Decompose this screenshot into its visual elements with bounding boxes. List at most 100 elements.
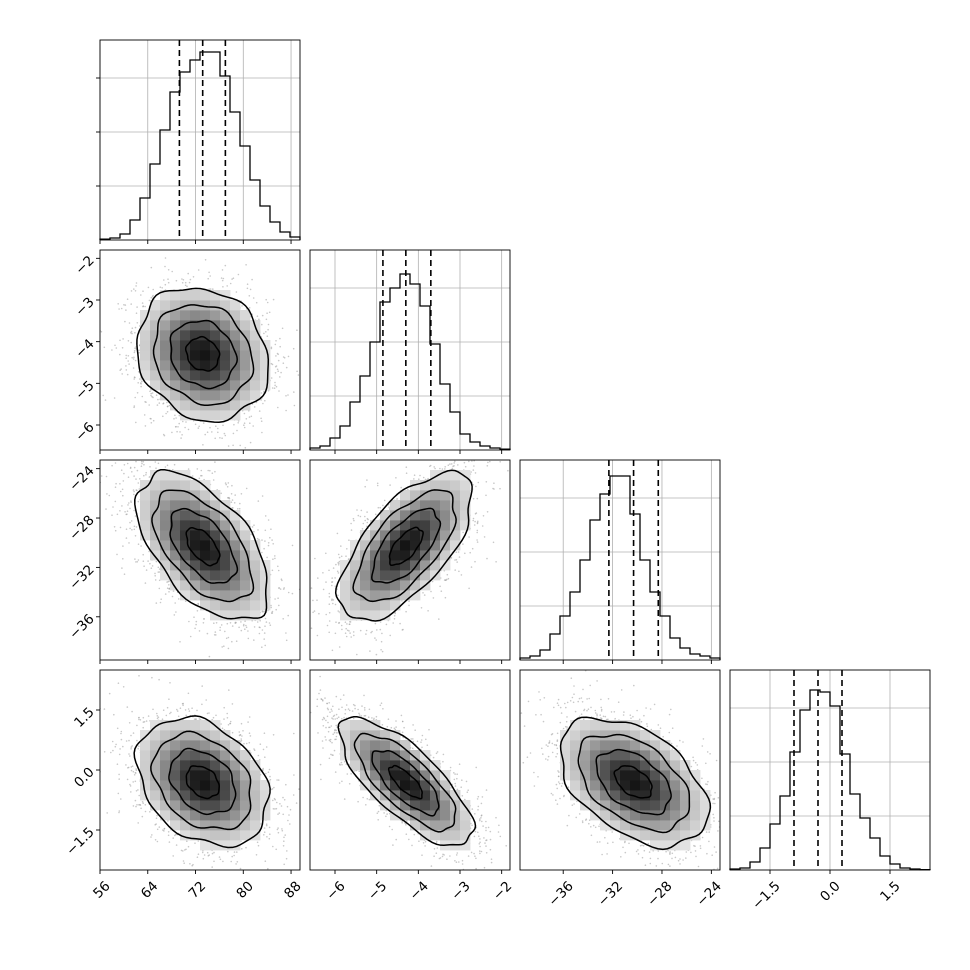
- sample-point: [267, 323, 270, 326]
- density-cell: [150, 310, 161, 321]
- sample-point: [227, 647, 230, 650]
- sample-point: [115, 347, 118, 349]
- sample-point: [118, 308, 120, 310]
- sample-point: [106, 493, 108, 495]
- sample-point: [265, 298, 268, 301]
- sample-point: [261, 646, 263, 648]
- sample-point: [233, 423, 235, 426]
- sample-point: [198, 477, 201, 480]
- sample-point: [245, 264, 247, 266]
- sample-point: [144, 582, 147, 584]
- sample-point: [117, 303, 119, 305]
- density-cell: [260, 350, 271, 361]
- sample-point: [232, 444, 234, 447]
- sample-point: [158, 587, 161, 590]
- density-cell: [200, 310, 211, 321]
- sample-point: [253, 406, 256, 408]
- sample-point: [143, 463, 145, 466]
- sample-point: [282, 362, 285, 365]
- sample-point: [195, 620, 198, 623]
- sample-point: [231, 640, 233, 643]
- density-cell: [260, 370, 271, 381]
- sample-point: [253, 524, 255, 526]
- sample-point: [150, 266, 153, 269]
- sample-point: [142, 290, 144, 293]
- sample-point: [231, 499, 234, 501]
- sample-point: [133, 351, 136, 354]
- sample-point: [261, 323, 263, 326]
- sample-point: [152, 419, 155, 422]
- density-cell: [190, 340, 201, 351]
- density-cell: [140, 340, 151, 351]
- sample-point: [136, 392, 139, 394]
- density-cell: [140, 350, 151, 361]
- sample-point: [217, 431, 219, 434]
- density-cell: [160, 340, 171, 351]
- sample-point: [145, 401, 147, 404]
- sample-point: [285, 632, 287, 634]
- sample-point: [135, 285, 137, 287]
- histogram-step: [309, 273, 511, 450]
- sample-point: [265, 331, 267, 333]
- density-cell: [210, 360, 221, 371]
- sample-point: [114, 344, 116, 347]
- sample-point: [256, 315, 259, 318]
- sample-point: [128, 322, 131, 324]
- sample-point: [167, 405, 169, 408]
- sample-point: [223, 645, 225, 647]
- sample-point: [174, 602, 176, 604]
- sample-point: [148, 550, 150, 553]
- sample-point: [181, 278, 183, 280]
- density-cell: [160, 390, 171, 401]
- sample-point: [131, 529, 133, 531]
- sample-point: [196, 468, 199, 470]
- sample-point: [266, 312, 268, 315]
- sample-point: [204, 433, 206, 436]
- sample-point: [149, 562, 151, 565]
- sample-point: [133, 378, 135, 380]
- density-cell: [240, 400, 251, 411]
- sample-point: [264, 617, 267, 620]
- sample-point: [132, 489, 135, 491]
- density-cell: [170, 310, 181, 321]
- sample-point: [271, 569, 274, 572]
- density-cell: [170, 400, 181, 411]
- sample-point: [111, 349, 113, 351]
- sample-point: [129, 521, 131, 524]
- sample-point: [133, 288, 135, 290]
- sample-point: [168, 404, 171, 407]
- sample-point: [250, 415, 253, 418]
- sample-point: [202, 422, 205, 424]
- sample-point: [149, 390, 151, 393]
- density-cell: [160, 290, 171, 301]
- sample-point: [258, 410, 261, 412]
- sample-point: [175, 417, 177, 419]
- sample-point: [275, 355, 277, 357]
- density-panel-0-2: [96, 459, 301, 664]
- sample-point: [278, 390, 280, 392]
- density-cell: [230, 370, 241, 381]
- sample-point: [133, 475, 135, 477]
- density-cell: [220, 400, 231, 411]
- density-cell: [190, 350, 201, 361]
- sample-point: [224, 434, 227, 437]
- sample-point: [287, 614, 290, 617]
- sample-point: [143, 414, 146, 416]
- sample-point: [119, 490, 122, 493]
- sample-point: [133, 376, 136, 379]
- sample-point: [105, 475, 108, 478]
- sample-point: [285, 395, 287, 397]
- density-cell: [200, 300, 211, 311]
- sample-point: [184, 284, 187, 287]
- density-cell: [230, 400, 241, 411]
- sample-point: [281, 579, 283, 582]
- sample-point: [121, 373, 123, 375]
- sample-point: [119, 510, 121, 512]
- density-cell: [190, 330, 201, 341]
- sample-point: [239, 502, 241, 505]
- sample-point: [261, 431, 263, 434]
- density-cell: [200, 350, 211, 361]
- sample-point: [242, 624, 245, 627]
- sample-point: [159, 286, 162, 289]
- sample-point: [189, 635, 192, 638]
